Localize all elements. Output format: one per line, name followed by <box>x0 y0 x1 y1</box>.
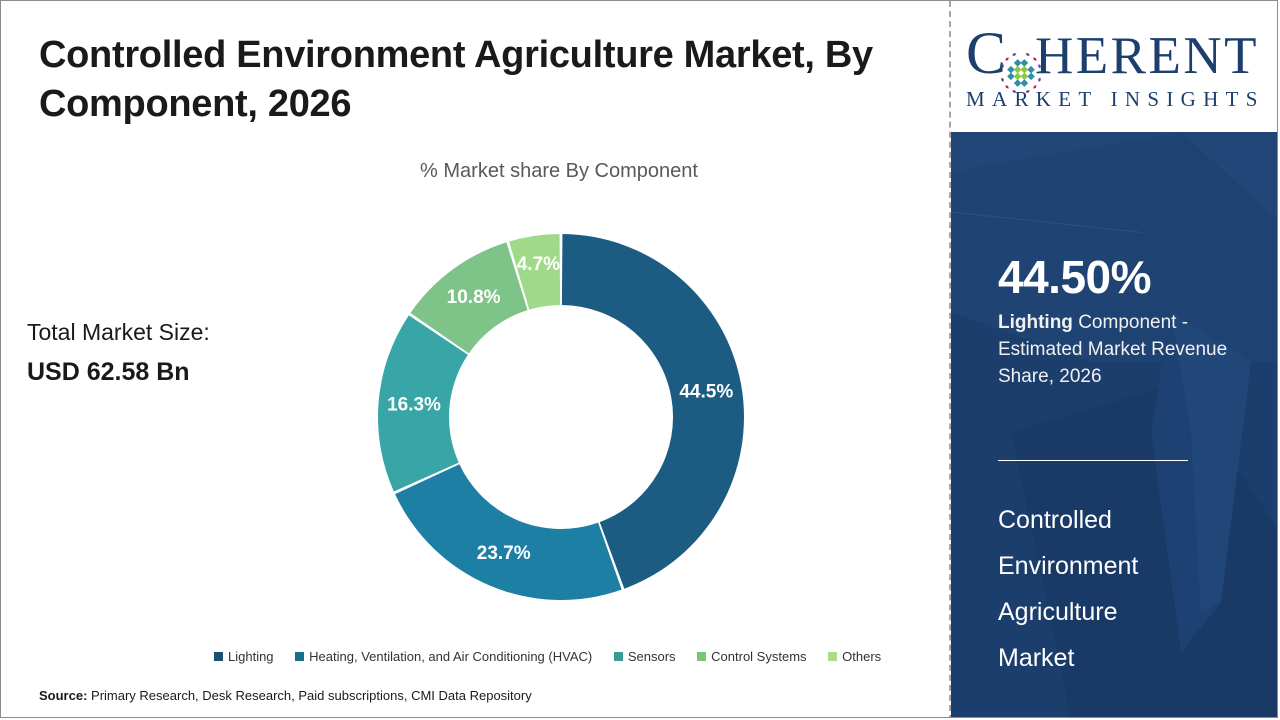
svg-text:10.8%: 10.8% <box>447 287 501 308</box>
svg-text:44.5%: 44.5% <box>679 382 733 403</box>
svg-text:16.3%: 16.3% <box>387 395 441 416</box>
svg-text:HERENT: HERENT <box>1035 27 1259 85</box>
svg-text:4.7%: 4.7% <box>517 254 560 275</box>
svg-text:C: C <box>966 20 1006 86</box>
svg-text:MARKET INSIGHTS: MARKET INSIGHTS <box>966 87 1265 111</box>
svg-text:23.7%: 23.7% <box>477 543 531 564</box>
